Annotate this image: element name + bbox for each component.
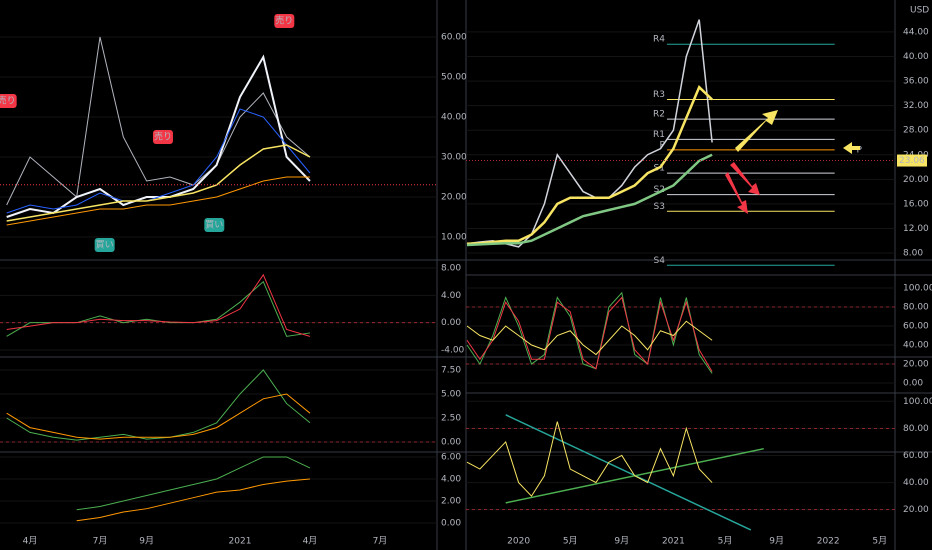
signal-label: 売り (275, 15, 293, 27)
line-series (6, 393, 311, 440)
y-tick-label: 36.00 (903, 77, 929, 87)
y-tick-label: 60.00 (441, 33, 467, 43)
y-tick-label: 20.00 (903, 360, 929, 370)
y-tick-label: 7.50 (441, 365, 461, 375)
x-tick-label: 5月 (718, 536, 733, 547)
signal-label: 買い (205, 220, 223, 231)
y-tick-label: 100.00 (903, 397, 932, 407)
x-tick-label: 9月 (614, 536, 629, 547)
arrow-up (735, 110, 778, 152)
x-tick-label: 4月 (23, 536, 38, 547)
x-tick-label: 7月 (373, 536, 388, 547)
y-tick-label: 5.00 (441, 389, 461, 399)
x-tick-label: 2021 (229, 537, 252, 547)
y-tick-label: 0.00 (903, 379, 923, 389)
x-tick-label: 9月 (139, 536, 154, 547)
line-series (76, 478, 311, 522)
signal-label: 買い (96, 240, 114, 251)
line-series (6, 273, 311, 337)
y-tick-label: 20.00 (441, 193, 467, 203)
line-series (76, 456, 311, 511)
y-tick-label: 40.00 (441, 113, 467, 123)
y-tick-label: 20.00 (903, 175, 929, 185)
x-tick-label: 9月 (769, 536, 784, 547)
signal-label: 売り (154, 131, 172, 143)
y-tick-label: 80.00 (903, 424, 929, 434)
y-tick-label: 2.00 (441, 496, 461, 506)
signal-badge (274, 14, 295, 28)
pivot-label: R1 (653, 130, 665, 140)
x-tick-label: 5月 (563, 536, 578, 547)
last-price-label: 23.06 (899, 156, 925, 166)
x-tick-label: 2022 (817, 537, 840, 547)
y-tick-label: -4.00 (441, 346, 465, 356)
line-series (6, 369, 311, 441)
line-series (466, 296, 713, 372)
y-tick-label: 10.00 (441, 233, 467, 243)
arrow-left (843, 142, 860, 154)
pivot-label: R4 (653, 35, 665, 45)
y-tick-label: 20.00 (903, 505, 929, 515)
line-series (466, 421, 713, 497)
x-tick-label: 7月 (93, 536, 108, 547)
y-tick-label: 50.00 (441, 73, 467, 83)
y-tick-label: 12.00 (903, 224, 929, 234)
arrow-down (725, 172, 748, 214)
y-tick-label: 44.00 (903, 27, 929, 37)
y-tick-label: 0.00 (441, 318, 461, 328)
trend-line (505, 414, 752, 531)
line-series (6, 108, 311, 214)
y-tick-label: 28.00 (903, 126, 929, 136)
y-tick-label: 80.00 (903, 303, 929, 313)
y-tick-label: 8.00 (441, 263, 461, 273)
y-tick-label: 0.00 (441, 438, 461, 448)
y-tick-label: 100.00 (903, 284, 932, 294)
pivot-label: S4 (653, 256, 665, 266)
pivot-label: R3 (653, 90, 665, 100)
x-tick-label: 2020 (507, 537, 530, 547)
signal-badge (152, 130, 173, 144)
currency: USD (910, 6, 929, 16)
pivot-label: S3 (653, 202, 664, 212)
y-tick-label: 40.00 (903, 478, 929, 488)
line-series (6, 176, 310, 226)
line-series (466, 320, 713, 356)
line-series (6, 144, 311, 222)
y-tick-label: 30.00 (441, 153, 467, 163)
x-tick-label: 5月 (872, 536, 887, 547)
last-price-tag (897, 154, 927, 167)
x-tick-label: 2021 (662, 537, 685, 547)
signal-label: 売り (0, 95, 16, 107)
line-series (466, 85, 713, 246)
y-tick-label: 60.00 (903, 451, 929, 461)
line-series (466, 291, 713, 374)
y-tick-label: 40.00 (903, 52, 929, 62)
y-tick-label: 6.00 (441, 452, 461, 462)
y-tick-label: 0.00 (441, 519, 461, 529)
line-series (6, 36, 311, 206)
x-tick-label: 4月 (303, 536, 318, 547)
y-tick-label: 8.00 (903, 249, 923, 259)
y-tick-label: 2.50 (441, 413, 461, 423)
pivot-label: R2 (653, 110, 665, 120)
y-tick-label: 32.00 (903, 101, 929, 111)
line-series (466, 153, 713, 247)
y-tick-label: 16.00 (903, 199, 929, 209)
signal-label: P (856, 145, 862, 155)
y-tick-label: 60.00 (903, 322, 929, 332)
y-tick-label: 4.00 (441, 474, 461, 484)
arrow-down (730, 162, 760, 195)
signal-badge (0, 94, 17, 108)
y-tick-label: 4.00 (441, 291, 461, 301)
signal-badge (94, 238, 115, 252)
signal-badge (204, 218, 225, 232)
pivot-label: S2 (653, 185, 664, 195)
y-tick-label: 40.00 (903, 341, 929, 351)
